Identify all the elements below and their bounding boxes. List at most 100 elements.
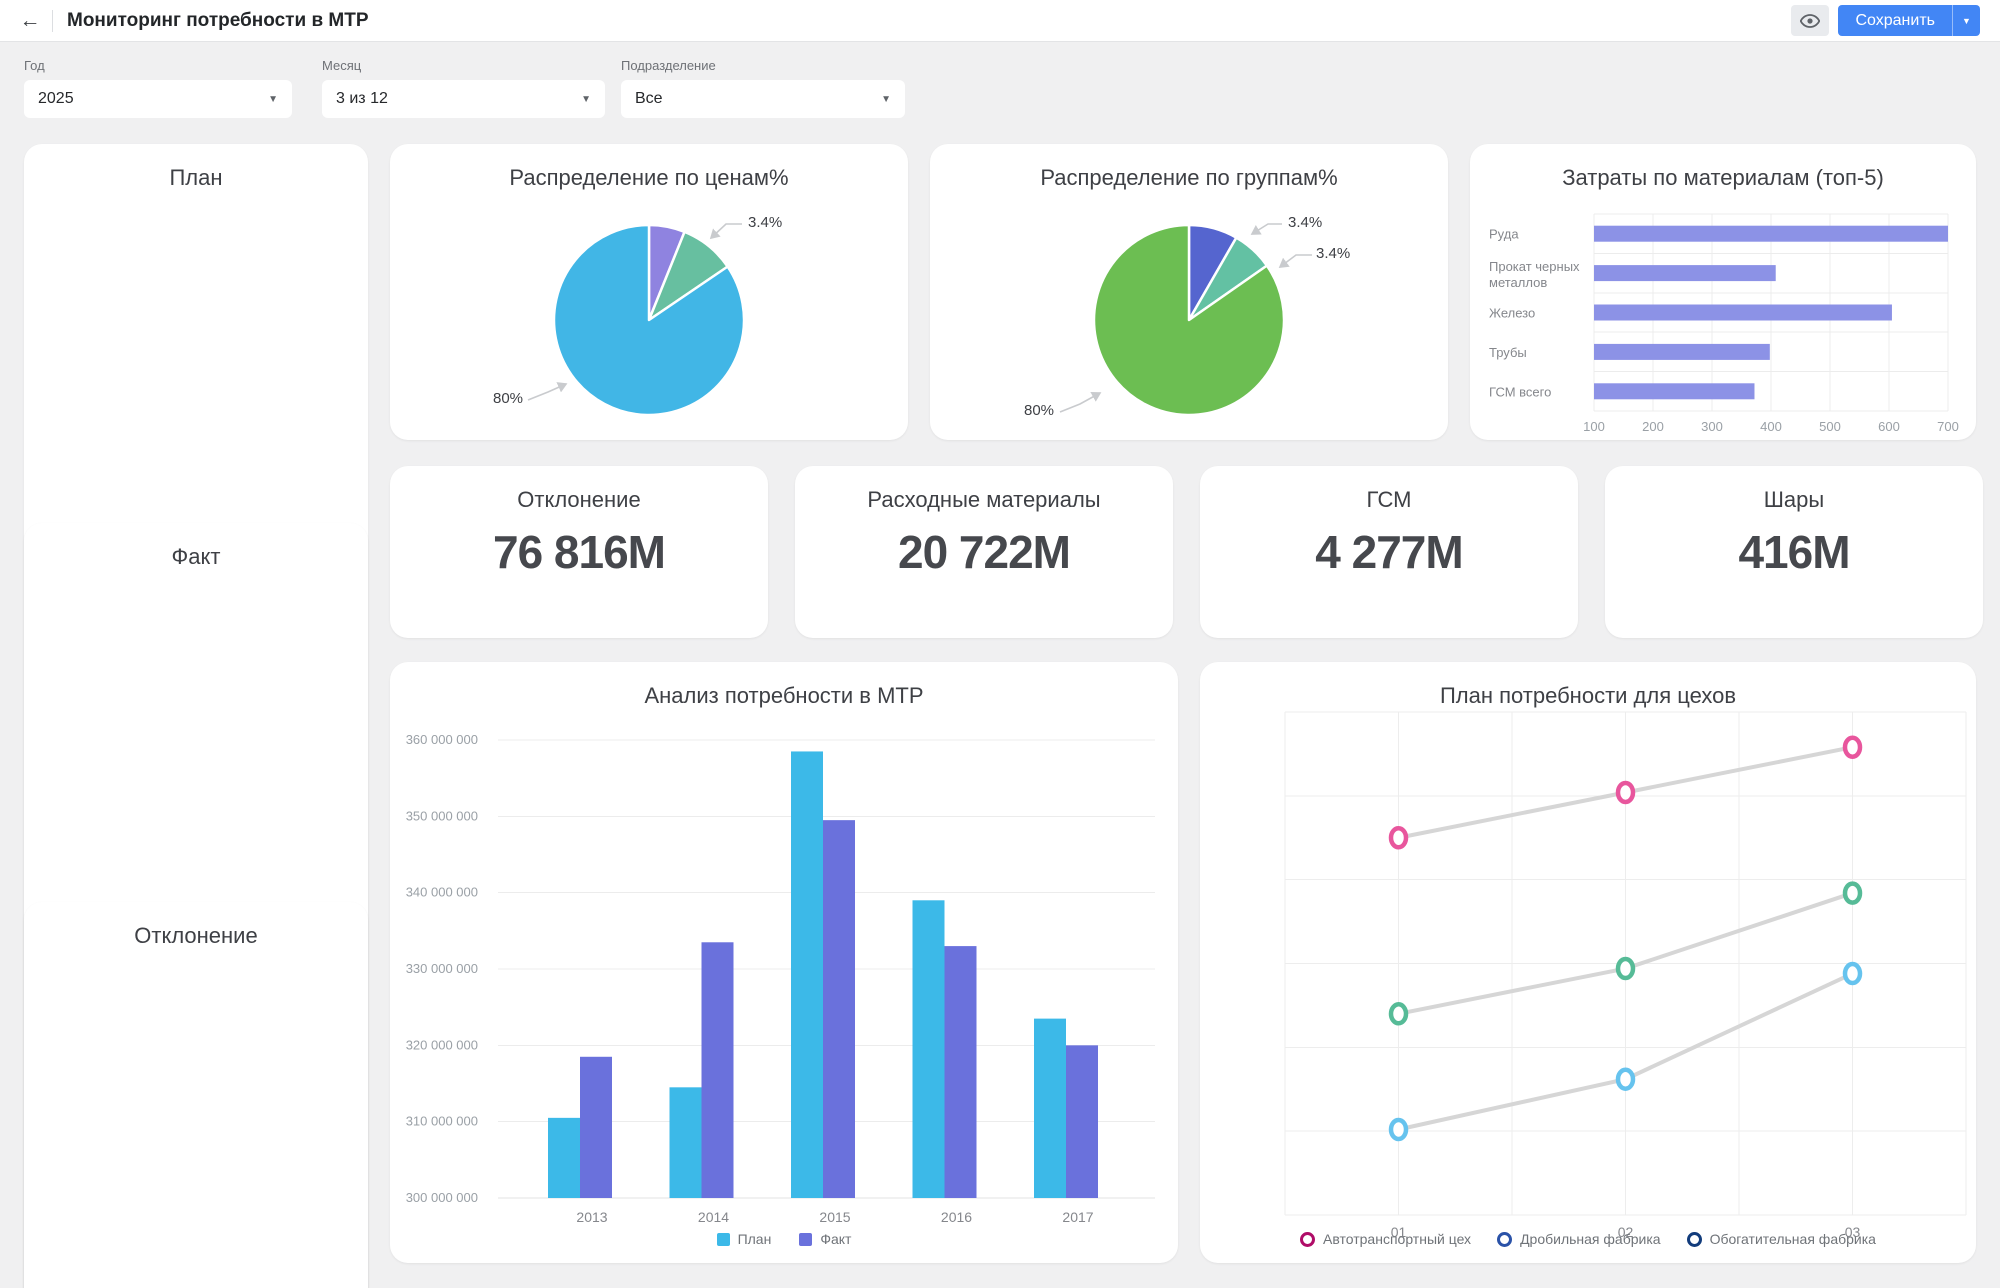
top-bar: ← Мониторинг потребности в МТР Сохранить… xyxy=(0,0,2000,42)
pie-label: 80% xyxy=(493,390,524,407)
pie-chart-prices xyxy=(552,223,746,417)
chart-title: Анализ потребности в МТР xyxy=(644,683,924,708)
filter-division-select[interactable]: Все ▼ xyxy=(621,80,905,118)
chart-card-shops-plan: План потребности для цехов 01 02 03 Автотр… xyxy=(1200,662,1976,1263)
filter-month: Месяц 3 из 12 ▼ xyxy=(322,58,605,118)
pie-label: 80% xyxy=(1024,402,1055,419)
chart-title: Распределение по группам% xyxy=(1040,165,1338,190)
chart-card-mtr-analysis: Анализ потребности в МТР 360 000 000 350 … xyxy=(390,662,1178,1263)
back-arrow-icon[interactable]: ← xyxy=(19,8,41,32)
kpi-value: - 1,0% xyxy=(24,949,368,1288)
preview-button[interactable] xyxy=(1791,5,1830,36)
svg-text:310 000 000: 310 000 000 xyxy=(406,1114,478,1129)
filter-month-select[interactable]: 3 из 12 ▼ xyxy=(322,80,605,118)
svg-text:500: 500 xyxy=(1819,419,1841,434)
pie-label: 3.4% xyxy=(748,214,783,231)
svg-text:Железо: Железо xyxy=(1489,306,1535,321)
legend-ring-icon xyxy=(1686,1231,1702,1247)
svg-text:340 000 000: 340 000 000 xyxy=(406,885,478,900)
filter-month-label: Месяц xyxy=(322,58,362,73)
header-divider xyxy=(52,9,53,32)
filter-month-value: 3 из 12 xyxy=(336,90,388,107)
filter-division-value: Все xyxy=(635,90,663,107)
kpi-title: Шары xyxy=(1763,487,1825,512)
chart-title: План потребности для цехов xyxy=(1439,683,1737,708)
legend-label: Обогатительная фабрика xyxy=(1709,1231,1876,1247)
chevron-down-icon: ▼ xyxy=(268,93,278,105)
line-chart-shops: 01 02 03 xyxy=(1284,711,1967,1240)
svg-text:ГСМ всего: ГСМ всего xyxy=(1489,384,1551,399)
bar-chart-legend: План Факт xyxy=(390,1231,1178,1247)
svg-text:Руда: Руда xyxy=(1489,227,1519,242)
page-title: Мониторинг потребности в МТР xyxy=(67,9,369,31)
kpi-value: 20 722М xyxy=(897,526,1071,578)
kpi-title: Отклонение xyxy=(134,923,258,948)
svg-text:350 000 000: 350 000 000 xyxy=(406,808,478,823)
chart-card-materials-top5: Затраты по материалам (топ-5) 100 200 300 4… xyxy=(1470,144,1976,440)
bar-chart-analysis: 360 000 000 350 000 000 340 000 000 330 000… xyxy=(406,732,1155,1225)
kpi-title: Факт xyxy=(171,544,221,569)
kpi-card-deviation: Отклонение 76 816М xyxy=(390,466,768,638)
save-button[interactable]: Сохранить xyxy=(1838,5,1952,36)
legend-label: План xyxy=(737,1231,772,1247)
svg-text:300 000 000: 300 000 000 xyxy=(406,1190,478,1205)
svg-text:300: 300 xyxy=(1701,419,1723,434)
legend-label: Дробильная фабрика xyxy=(1520,1231,1661,1247)
svg-text:металлов: металлов xyxy=(1489,275,1547,290)
chart-title: Затраты по материалам (топ-5) xyxy=(1562,165,1884,190)
svg-text:Прокат черных: Прокат черных xyxy=(1489,259,1580,274)
svg-text:2014: 2014 xyxy=(698,1209,729,1225)
pie-label: 3.4% xyxy=(1288,214,1323,231)
chevron-down-icon: ▼ xyxy=(881,93,891,105)
legend-label: Автотранспортный цех xyxy=(1323,1231,1472,1247)
pie-label: 3.4% xyxy=(1316,245,1351,262)
legend-label: Факт xyxy=(820,1231,852,1247)
kpi-card-consumables: Расходные материалы 20 722М xyxy=(795,466,1173,638)
save-split-button: Сохранить ▼ xyxy=(1838,5,1980,36)
legend-ring-icon xyxy=(1300,1231,1316,1247)
svg-text:03: 03 xyxy=(1845,1224,1861,1240)
filter-division: Подразделение Все ▼ xyxy=(621,58,905,118)
header-actions: Сохранить ▼ xyxy=(1791,5,1980,36)
kpi-title: План xyxy=(169,165,223,190)
svg-text:200: 200 xyxy=(1642,419,1664,434)
kpi-card-balls: Шары 416М xyxy=(1605,466,1983,638)
chart-card-group-distribution: Распределение по группам% 3.4% 3.4% 80% xyxy=(930,144,1448,440)
kpi-title: ГСМ xyxy=(1366,487,1412,512)
kpi-value: 76 816М xyxy=(492,526,666,578)
kpi-value: 416М xyxy=(1738,526,1850,578)
kpi-title: Расходные материалы xyxy=(867,487,1101,512)
legend-item[interactable]: Обогатительная фабрика xyxy=(1686,1231,1876,1247)
svg-text:330 000 000: 330 000 000 xyxy=(406,961,478,976)
svg-text:2015: 2015 xyxy=(819,1209,850,1225)
legend-item[interactable]: План xyxy=(716,1231,772,1247)
save-dropdown-caret[interactable]: ▼ xyxy=(1952,5,1980,36)
chart-title: Распределение по ценам% xyxy=(509,165,789,190)
kpi-value: 4 277М xyxy=(1315,526,1463,578)
svg-text:700: 700 xyxy=(1937,419,1959,434)
hbar-chart-materials: 100 200 300 400 500 600 700 Руда Прокат черныхме… xyxy=(1489,213,1959,434)
svg-text:Трубы: Трубы xyxy=(1489,345,1527,360)
svg-text:01: 01 xyxy=(1391,1224,1407,1240)
filter-division-label: Подразделение xyxy=(621,58,716,73)
filter-year: Год 2025 ▼ xyxy=(24,58,292,118)
chevron-down-icon: ▼ xyxy=(581,93,591,105)
kpi-title: Отклонение xyxy=(517,487,641,512)
kpi-card-deviation-pct: Отклонение - 1,0% xyxy=(24,902,368,1288)
svg-text:2016: 2016 xyxy=(941,1209,972,1225)
legend-item[interactable]: Дробильная фабрика xyxy=(1497,1231,1661,1247)
svg-text:02: 02 xyxy=(1618,1224,1634,1240)
svg-text:600: 600 xyxy=(1878,419,1900,434)
svg-text:360 000 000: 360 000 000 xyxy=(406,732,478,747)
chart-card-price-distribution: Распределение по ценам% 3.4% 80% xyxy=(390,144,908,440)
svg-text:320 000 000: 320 000 000 xyxy=(406,1037,478,1052)
line-chart-legend: Автотранспортный цех Дробильная фабрика Об… xyxy=(1200,1231,1976,1247)
eye-icon xyxy=(1800,13,1821,28)
pie-chart-groups xyxy=(1092,223,1286,417)
legend-item[interactable]: Факт xyxy=(799,1231,851,1247)
svg-text:100: 100 xyxy=(1583,419,1605,434)
legend-item[interactable]: Автотранспортный цех xyxy=(1300,1231,1471,1247)
filter-year-label: Год xyxy=(24,58,45,73)
filter-year-select[interactable]: 2025 ▼ xyxy=(24,80,292,118)
